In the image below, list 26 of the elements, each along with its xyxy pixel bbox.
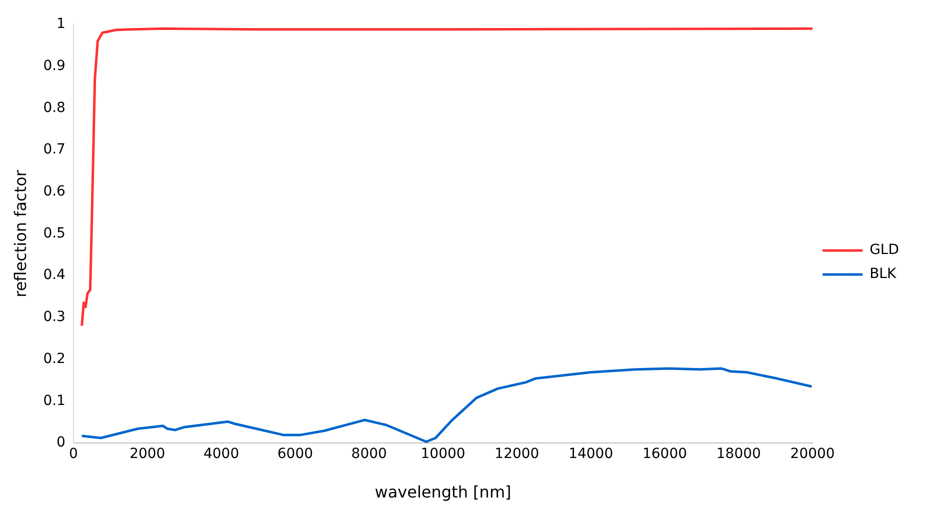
- legend-label: BLK: [870, 266, 897, 282]
- y-tick-label: 0: [56, 434, 66, 451]
- x-tick-label: 10000: [420, 446, 466, 462]
- y-tick-label: 0.6: [43, 183, 66, 200]
- x-tick-label: 20000: [790, 446, 835, 462]
- y-tick-label: 0.3: [43, 309, 66, 326]
- x-tick-label: 18000: [716, 446, 761, 462]
- y-tick-label: 0.4: [43, 267, 66, 284]
- x-tick-label: 16000: [642, 446, 688, 462]
- y-tick-label: 0.9: [43, 58, 66, 74]
- x-tick-label: 0: [69, 446, 78, 462]
- x-tick-label: 8000: [351, 446, 387, 462]
- y-tick-label: 0.5: [43, 225, 66, 242]
- x-tick-label: 14000: [568, 446, 614, 462]
- x-tick-label: 4000: [203, 446, 240, 462]
- x-tick-label: 2000: [130, 446, 166, 462]
- legend-label: GLD: [870, 242, 900, 258]
- y-tick-label: 0.1: [43, 392, 66, 409]
- x-tick-label: 6000: [277, 446, 314, 462]
- x-axis-title: wavelength [nm]: [374, 482, 512, 502]
- y-tick-label: 0.2: [43, 350, 66, 367]
- y-tick-label: 1: [56, 16, 66, 32]
- y-tick-label: 0.7: [43, 142, 66, 158]
- x-tick-label: 12000: [494, 446, 540, 462]
- y-tick-label: 0.8: [43, 100, 66, 116]
- y-axis-title: reflection factor: [10, 170, 30, 298]
